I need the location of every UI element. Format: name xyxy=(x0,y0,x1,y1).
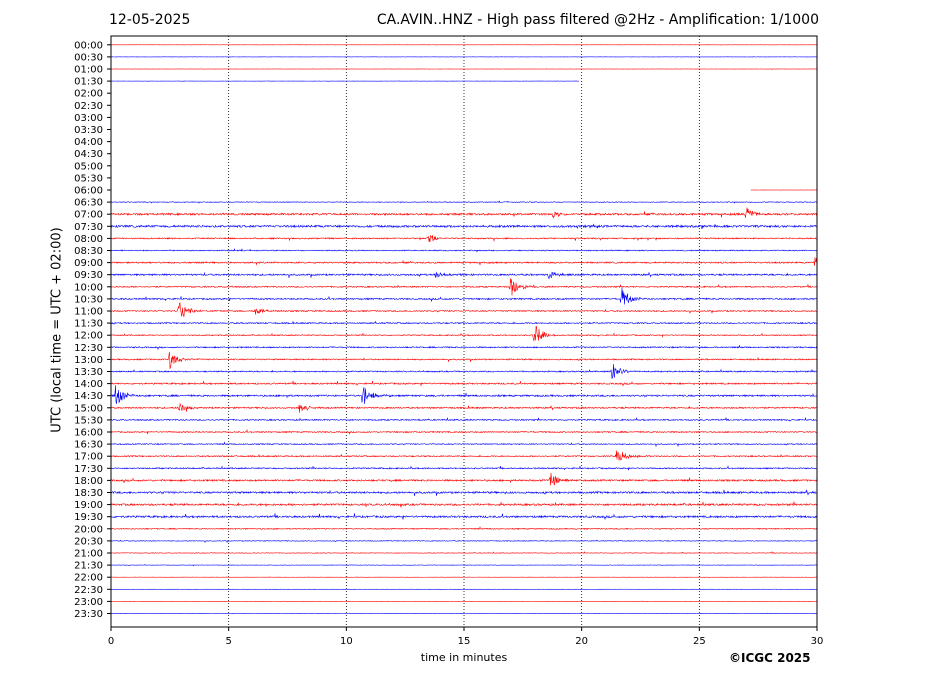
y-tick-label: 12:00 xyxy=(74,331,103,342)
y-tick-label: 02:30 xyxy=(74,101,103,112)
y-tick-label: 16:30 xyxy=(74,440,103,451)
y-tick-label: 23:00 xyxy=(74,597,103,608)
trace-0730 xyxy=(110,223,818,230)
y-tick-label: 09:00 xyxy=(74,258,103,269)
trace-2200 xyxy=(110,576,818,578)
y-tick-label: 21:30 xyxy=(74,561,103,572)
y-tick-label: 13:30 xyxy=(74,367,103,378)
y-tick-label: 19:30 xyxy=(74,512,103,523)
trace-1330 xyxy=(110,363,818,379)
y-tick-label: 01:30 xyxy=(74,77,103,88)
trace-0700 xyxy=(110,207,818,219)
y-tick-label: 17:30 xyxy=(74,464,103,475)
x-tick-label: 15 xyxy=(458,636,471,647)
trace-1230 xyxy=(110,345,818,351)
x-tick-label: 25 xyxy=(693,636,706,647)
trace-1100 xyxy=(110,302,818,317)
trace-1830 xyxy=(110,489,818,497)
trace-1000 xyxy=(110,278,818,296)
trace-1800 xyxy=(110,472,818,486)
y-tick-label: 19:00 xyxy=(74,500,103,511)
y-tick-label: 20:00 xyxy=(74,524,103,535)
trace-1900 xyxy=(110,501,818,508)
x-tick-label: 0 xyxy=(108,636,114,647)
y-tick-label: 08:00 xyxy=(74,234,103,245)
y-tick-label: 18:00 xyxy=(74,476,103,487)
x-tick-label: 10 xyxy=(340,636,353,647)
y-tick-label: 20:30 xyxy=(74,536,103,547)
y-tick-label: 16:00 xyxy=(74,428,103,439)
y-tick-label: 00:30 xyxy=(74,52,103,63)
y-tick-label: 13:00 xyxy=(74,355,103,366)
y-tick-label: 17:00 xyxy=(74,452,103,463)
y-tick-label: 15:00 xyxy=(74,403,103,414)
y-tick-label: 23:30 xyxy=(74,609,103,620)
trace-1130 xyxy=(110,320,818,325)
y-tick-label: 14:00 xyxy=(74,379,103,390)
x-tick-label: 20 xyxy=(575,636,588,647)
x-tick-label: 30 xyxy=(811,636,824,647)
y-tick-label: 07:30 xyxy=(74,222,103,233)
y-tick-label: 08:30 xyxy=(74,246,103,257)
y-tick-label: 04:30 xyxy=(74,149,103,160)
trace-1300 xyxy=(110,351,818,369)
trace-1500 xyxy=(110,403,818,413)
trace-1700 xyxy=(110,450,818,461)
y-tick-label: 10:00 xyxy=(74,282,103,293)
y-tick-label: 21:00 xyxy=(74,549,103,560)
y-tick-label: 06:30 xyxy=(74,198,103,209)
trace-1630 xyxy=(110,441,818,448)
y-tick-label: 03:00 xyxy=(74,113,103,124)
y-tick-label: 02:00 xyxy=(74,89,103,100)
trace-2300 xyxy=(110,600,818,603)
trace-1430 xyxy=(110,385,818,404)
trace-2100 xyxy=(110,551,818,554)
trace-2000 xyxy=(110,526,818,531)
trace-1400 xyxy=(110,380,818,387)
y-tick-label: 22:00 xyxy=(74,573,103,584)
copyright-label: ©ICGC 2025 xyxy=(729,651,811,665)
chart-title: CA.AVIN..HNZ - High pass filtered @2Hz -… xyxy=(376,12,819,28)
trace-0800 xyxy=(110,235,818,243)
y-tick-label: 11:00 xyxy=(74,307,103,318)
trace-0930 xyxy=(110,271,818,280)
y-tick-label: 04:00 xyxy=(74,137,103,148)
trace-0900 xyxy=(110,257,818,266)
y-tick-label: 22:30 xyxy=(74,585,103,596)
y-tick-label: 14:30 xyxy=(74,391,103,402)
trace-1200 xyxy=(110,326,818,342)
y-tick-label: 10:30 xyxy=(74,294,103,305)
y-tick-label: 00:00 xyxy=(74,40,103,51)
x-axis-label: time in minutes xyxy=(420,651,508,664)
trace-1600 xyxy=(110,428,818,435)
trace-0630 xyxy=(110,200,818,204)
y-tick-label: 03:30 xyxy=(74,125,103,136)
trace-0830 xyxy=(110,248,818,253)
y-tick-label: 07:00 xyxy=(74,210,103,221)
trace-1730 xyxy=(110,465,818,471)
trace-1930 xyxy=(110,513,818,520)
y-tick-label: 18:30 xyxy=(74,488,103,499)
trace-1030 xyxy=(110,287,818,305)
y-tick-label: 05:00 xyxy=(74,161,103,172)
trace-1530 xyxy=(110,417,818,422)
y-tick-label: 01:00 xyxy=(74,65,103,76)
x-tick-label: 5 xyxy=(225,636,231,647)
y-tick-label: 11:30 xyxy=(74,319,103,330)
plot-frame xyxy=(110,35,818,628)
y-tick-label: 05:30 xyxy=(74,173,103,184)
y-tick-label: 12:30 xyxy=(74,343,103,354)
trace-2030 xyxy=(110,539,818,544)
y-tick-label: 06:00 xyxy=(74,186,103,197)
date-label: 12-05-2025 xyxy=(109,12,191,28)
trace-2130 xyxy=(110,563,818,567)
y-tick-label: 09:30 xyxy=(74,270,103,281)
y-tick-label: 15:30 xyxy=(74,415,103,426)
